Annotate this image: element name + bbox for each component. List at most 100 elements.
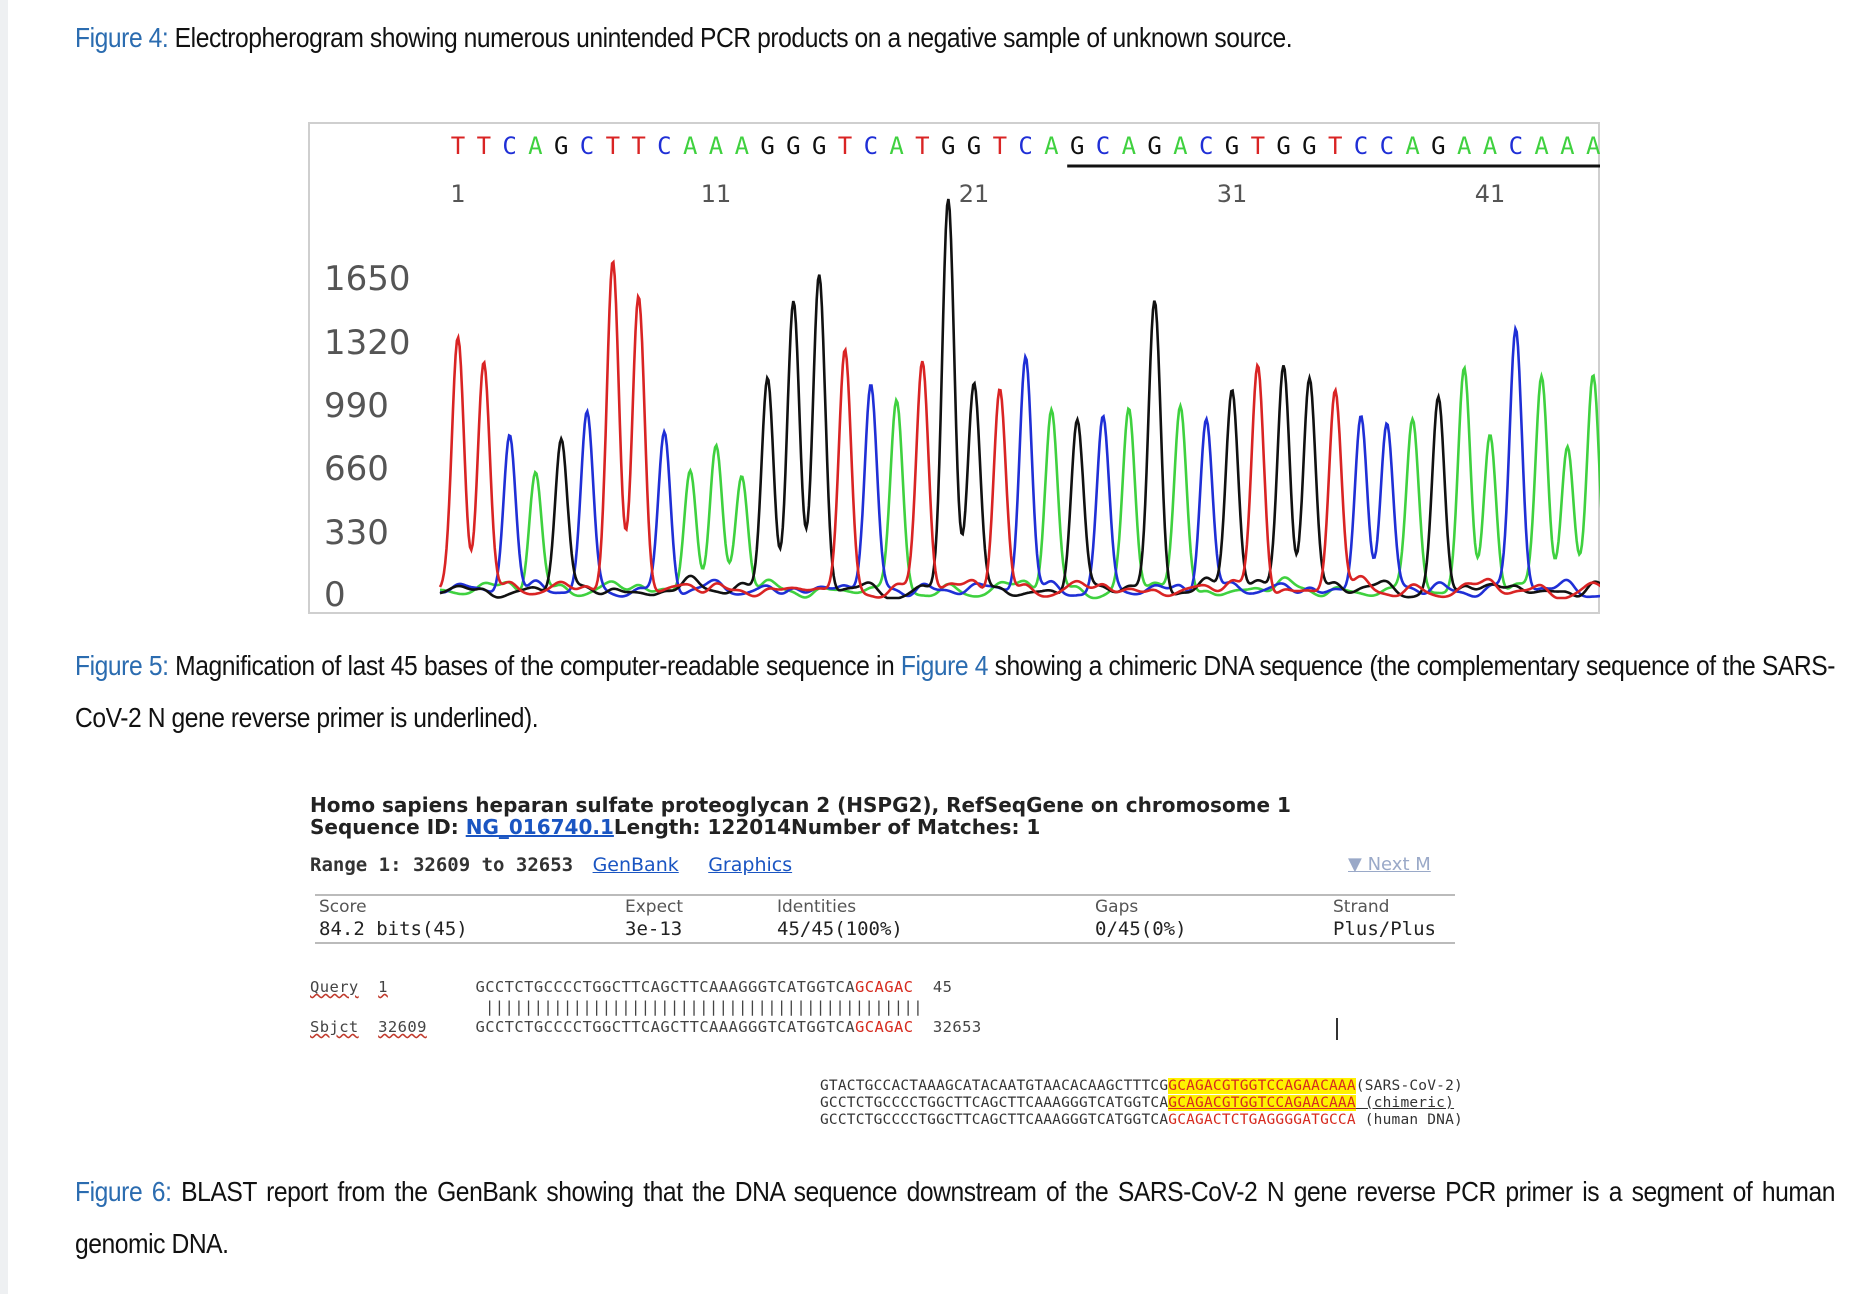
- base-call-letter: G: [1147, 132, 1161, 160]
- sequence-id-label: Sequence ID:: [310, 815, 466, 839]
- sbjct-seq-red: GCAGAC: [855, 1018, 914, 1036]
- stat-value: 3e-13: [625, 918, 683, 940]
- length-text: Length: 122014Number of Matches: 1: [613, 815, 1041, 839]
- query-row: Query 1 GCCTCTGCCCCTGGCTTCAGCTTCAAAGGGTC…: [310, 978, 952, 996]
- y-tick-label: 330: [324, 513, 389, 553]
- blast-hit-title: Homo sapiens heparan sulfate proteoglyca…: [310, 793, 1291, 817]
- base-call-letter: C: [1380, 132, 1394, 160]
- base-call-letter: T: [451, 132, 465, 160]
- stat-value: 45/45(100%): [777, 918, 903, 940]
- sbjct-start: 32609: [378, 1018, 427, 1036]
- figure-5-text-b: showing a chimeric DNA sequence (the com…: [75, 650, 1835, 733]
- base-call-letter: C: [580, 132, 594, 160]
- base-call-letter: A: [1044, 132, 1059, 160]
- base-call-letter: C: [1354, 132, 1368, 160]
- stat-header: Expect: [625, 897, 684, 917]
- figure-6-text: BLAST report from the GenBank showing th…: [75, 1176, 1836, 1259]
- trace-a: [440, 364, 1600, 600]
- page-left-edge: [0, 0, 8, 1294]
- base-call-letter: G: [967, 132, 981, 160]
- figure-6-label: Figure 6:: [75, 1176, 172, 1207]
- sequence-id-link[interactable]: NG_016740.1: [465, 815, 614, 839]
- query-seq-plain: GCCTCTGCCCCTGGCTTCAGCTTCAAAGGGTCATGGTCA: [475, 978, 856, 996]
- base-call-letter: G: [1070, 132, 1084, 160]
- base-call-letter: A: [528, 132, 543, 160]
- next-match-link[interactable]: ▼ Next M: [1348, 854, 1431, 875]
- position-tick-label: 41: [1475, 180, 1506, 208]
- compare-plain: GTACTGCCACTAAAGCATACAATGTAACACAAGCTTTCG: [820, 1078, 1169, 1094]
- figure-4-label: Figure 4:: [75, 22, 169, 53]
- base-call-letter: A: [1483, 132, 1498, 160]
- base-call-letter: G: [1276, 132, 1290, 160]
- base-call-letter: T: [477, 132, 491, 160]
- query-seq-red: GCAGAC: [855, 978, 914, 996]
- base-call-letter: T: [606, 132, 620, 160]
- compare-note: (chimeric): [1355, 1095, 1455, 1111]
- y-tick-label: 1650: [324, 259, 411, 299]
- compare-note: (SARS-CoV-2): [1355, 1078, 1463, 1094]
- compare-plain: GCCTCTGCCCCTGGCTTCAGCTTCAAAGGGTCATGGTCA: [820, 1095, 1169, 1111]
- figure-4-caption: Figure 4: Electropherogram showing numer…: [75, 12, 1624, 64]
- range-line: Range 1: 32609 to 32653 GenBank Graphics: [310, 854, 792, 876]
- base-call-letter: T: [838, 132, 852, 160]
- base-call-letter: G: [1302, 132, 1316, 160]
- base-call-letter: T: [993, 132, 1007, 160]
- base-call-letter: T: [1328, 132, 1342, 160]
- figure-4-link[interactable]: Figure 4: [900, 650, 989, 681]
- compare-note: (human DNA): [1355, 1112, 1463, 1128]
- trace-c: [439, 324, 1600, 599]
- alignment-stats-table: Score 84.2 bits(45) Expect 3e-13 Identit…: [315, 894, 1455, 944]
- base-call-letter: C: [1509, 132, 1523, 160]
- figure-5-label: Figure 5:: [75, 650, 169, 681]
- base-call-letter: C: [657, 132, 671, 160]
- base-call-letter: T: [915, 132, 929, 160]
- base-call-letter: G: [1225, 132, 1239, 160]
- base-call-letter: A: [1586, 132, 1600, 160]
- compare-row-sars: GTACTGCCACTAAAGCATACAATGTAACACAAGCTTTCGG…: [820, 1078, 1463, 1095]
- trace-t: [438, 259, 1600, 600]
- base-call-letter: A: [889, 132, 904, 160]
- stat-value: 84.2 bits(45): [319, 918, 468, 940]
- stat-expect: Expect 3e-13: [625, 896, 683, 940]
- base-call-letter: G: [941, 132, 955, 160]
- compare-highlight: GCAGACGTGGTCCAGAACAAA: [1168, 1095, 1356, 1111]
- position-tick-label: 21: [959, 180, 990, 208]
- blast-report: Homo sapiens heparan sulfate proteoglyca…: [310, 793, 1610, 1128]
- stat-score: Score 84.2 bits(45): [319, 896, 468, 940]
- figure-4-text: Electropherogram showing numerous uninte…: [168, 22, 1293, 53]
- y-tick-label: 0: [324, 575, 346, 614]
- figure-5-text-a: Magnification of last 45 bases of the co…: [168, 650, 901, 681]
- sbjct-row: Sbjct 32609 GCCTCTGCCCCTGGCTTCAGCTTCAAAG…: [310, 1018, 982, 1036]
- figure-5-caption: Figure 5: Magnification of last 45 bases…: [75, 640, 1835, 744]
- base-call-letter: G: [812, 132, 826, 160]
- graphics-link[interactable]: Graphics: [708, 854, 793, 876]
- stat-value: Plus/Plus: [1333, 918, 1436, 940]
- compare-plain: GCCTCTGCCCCTGGCTTCAGCTTCAAAGGGTCATGGTCA: [820, 1112, 1169, 1128]
- sbjct-seq-plain: GCCTCTGCCCCTGGCTTCAGCTTCAAAGGGTCATGGTCA: [475, 1018, 856, 1036]
- y-tick-label: 990: [324, 386, 389, 426]
- stat-gaps: Gaps 0/45(0%): [1095, 896, 1187, 940]
- stat-value: 0/45(0%): [1095, 918, 1187, 940]
- genbank-link[interactable]: GenBank: [592, 854, 679, 876]
- base-call-letter: G: [554, 132, 568, 160]
- blast-sequence-id-line: Sequence ID: NG_016740.1Length: 122014Nu…: [310, 816, 1610, 838]
- base-call-letter: T: [631, 132, 645, 160]
- base-call-letter: A: [1534, 132, 1549, 160]
- match-line: ||||||||||||||||||||||||||||||||||||||||…: [485, 998, 923, 1016]
- stat-identities: Identities 45/45(100%): [777, 896, 903, 940]
- base-call-letter: C: [864, 132, 878, 160]
- sbjct-label: Sbjct: [310, 1018, 359, 1036]
- stat-header: Gaps: [1095, 897, 1139, 917]
- base-call-letter: G: [760, 132, 774, 160]
- base-call-letter: C: [1096, 132, 1110, 160]
- query-end: 45: [932, 978, 953, 996]
- stat-header: Score: [319, 897, 367, 917]
- position-tick-label: 11: [701, 180, 732, 208]
- base-call-letter: G: [786, 132, 800, 160]
- compare-row-chimeric: GCCTCTGCCCCTGGCTTCAGCTTCAAAGGGTCATGGTCAG…: [820, 1095, 1454, 1112]
- query-start: 1: [378, 978, 388, 996]
- position-tick-label: 1: [450, 180, 465, 208]
- base-call-letter: A: [1457, 132, 1472, 160]
- query-label: Query: [310, 978, 359, 996]
- y-tick-label: 1320: [324, 323, 411, 363]
